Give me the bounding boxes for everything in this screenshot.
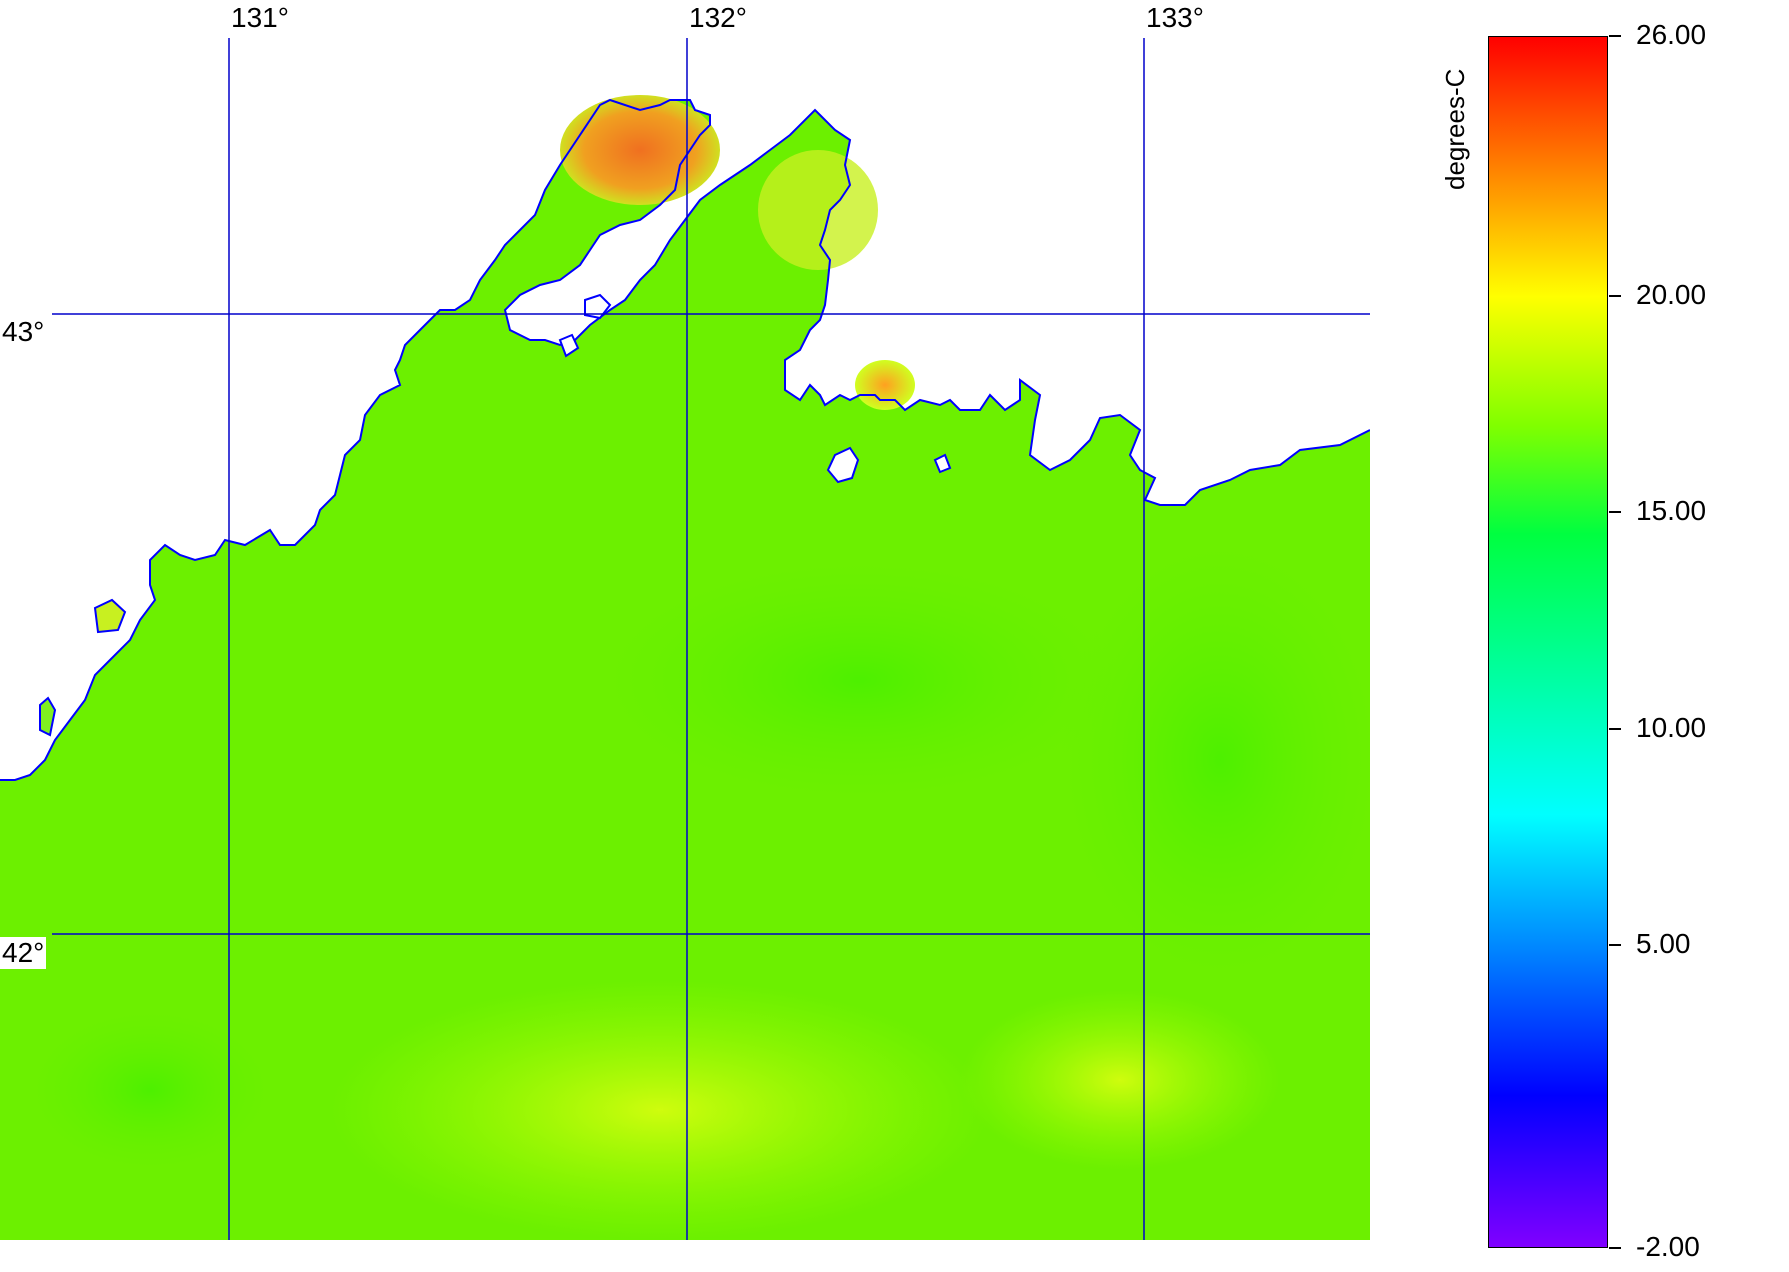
coastline <box>0 98 1370 781</box>
colorbar-tick <box>1609 294 1621 297</box>
cool-water-patch-east <box>1060 540 1370 980</box>
island <box>584 293 612 320</box>
latitude-label: 42° <box>0 937 47 969</box>
warm-water-patch-south <box>330 980 990 1240</box>
colorbar-units-label: degrees-C <box>1440 68 1470 190</box>
warm-water-patch-southeast <box>960 990 1280 1170</box>
hot-inner-bay <box>560 95 720 205</box>
colorbar-tick <box>1609 1247 1621 1249</box>
colorbar <box>1488 36 1608 1248</box>
warm-small-bay <box>855 360 915 410</box>
island <box>933 453 952 474</box>
graticule <box>52 38 1370 1240</box>
cool-water-patch-west <box>30 1010 270 1170</box>
colorbar-tick <box>1609 727 1621 730</box>
longitude-label: 132° <box>687 2 749 34</box>
island <box>558 333 580 358</box>
warm-coastal-bay <box>758 150 878 270</box>
colorbar-tick <box>1609 35 1621 37</box>
island <box>39 696 57 737</box>
longitude-label: 133° <box>1144 2 1206 34</box>
cool-water-patch-center <box>600 560 1120 800</box>
colorbar-tick <box>1609 944 1621 946</box>
colorbar-tick-label: 20.00 <box>1636 278 1707 310</box>
latitude-label: 43° <box>0 316 47 348</box>
colorbar-tick-label: 5.00 <box>1636 928 1691 959</box>
island <box>93 598 127 634</box>
colorbar-tick-label: 26.00 <box>1636 19 1707 50</box>
colorbar-tick <box>1609 511 1621 514</box>
sst-map <box>0 38 1370 1240</box>
colorbar-tick-label: 15.00 <box>1636 495 1707 527</box>
longitude-label: 131° <box>229 2 291 34</box>
island <box>826 446 860 484</box>
colorbar-tick-label: -2.00 <box>1636 1231 1700 1262</box>
colorbar-tick-label: 10.00 <box>1636 711 1707 743</box>
